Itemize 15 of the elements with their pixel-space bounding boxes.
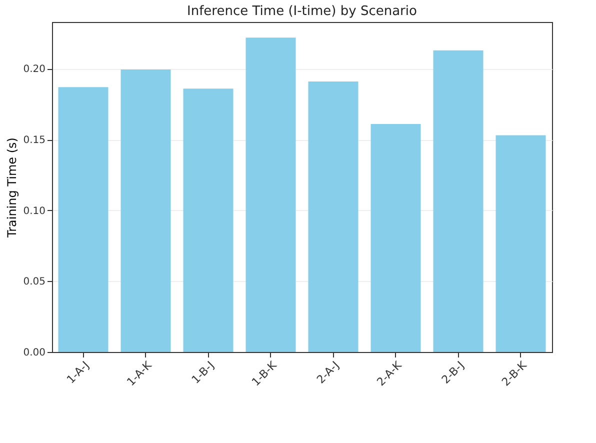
y-tick-label: 0.10 [23,206,46,217]
y-tick-label: 0.15 [23,135,46,146]
y-tick-label: 0.05 [23,276,46,288]
bar [58,87,108,352]
bar [183,88,234,352]
y-tick-label: 0.20 [23,64,46,76]
y-axis-title: Training Time (s) [5,138,20,238]
bar [370,124,421,352]
bar [496,135,546,352]
bar [433,50,484,352]
bar [120,69,171,352]
y-tick-label: 0.00 [23,348,46,358]
bar [246,38,296,352]
chart-title: Inference Time (I-time) by Scenario [187,4,418,19]
bar [308,81,358,352]
